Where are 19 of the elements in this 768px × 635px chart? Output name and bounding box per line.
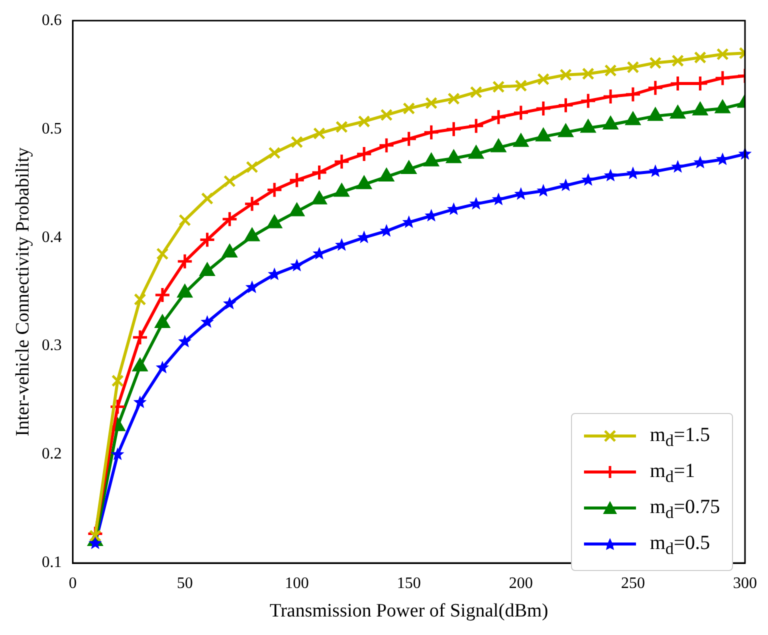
y-tick-label: 0.1 — [42, 554, 62, 572]
x-tick-label: 300 — [733, 574, 757, 592]
y-tick-label: 0.3 — [42, 337, 62, 354]
x-tick-label: 150 — [396, 574, 421, 592]
x-axis-title: Transmission Power of Signal(dBm) — [270, 600, 548, 622]
legend-label: m$_{d}$=1 — [650, 460, 695, 486]
y-tick-label: 0.2 — [42, 446, 62, 463]
y-tick-label: 0.6 — [42, 12, 62, 29]
x-tick-label: 250 — [620, 574, 645, 592]
legend-label: m$_{d}$=0.75 — [650, 496, 720, 522]
legend-label: m$_{d}$=1.5 — [650, 424, 710, 450]
x-tick-label: 200 — [508, 574, 533, 592]
x-tick-label: 100 — [284, 574, 309, 592]
y-tick-label: 0.5 — [42, 120, 62, 138]
x-tick-label: 0 — [68, 574, 77, 592]
x-tick-label: 50 — [176, 574, 193, 592]
y-tick-label: 0.4 — [42, 228, 62, 246]
y-axis-title: Inter-vehicle Connectivity Probability — [12, 146, 34, 436]
legend-label: m$_{d}$=0.5 — [650, 532, 710, 558]
